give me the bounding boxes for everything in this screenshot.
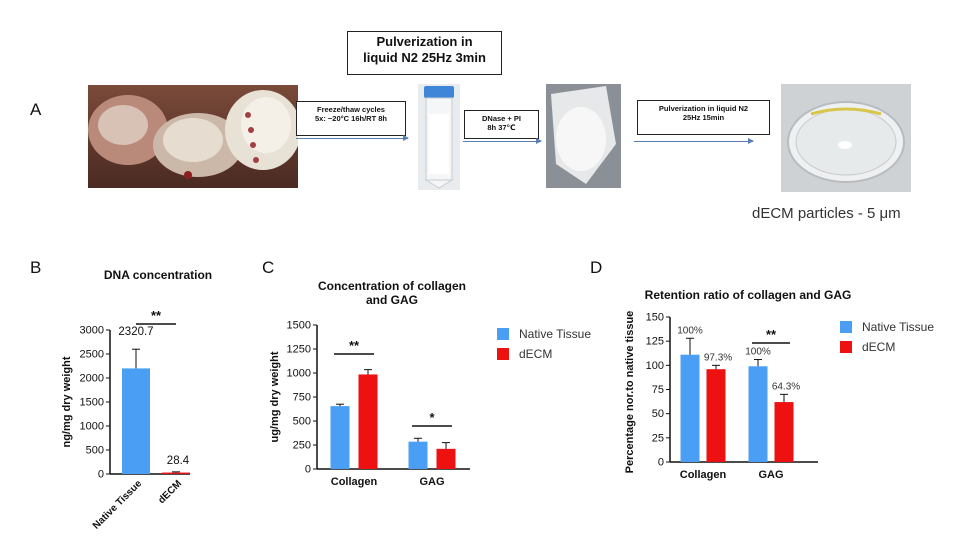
pulverization-step-box: Pulverization in liquid N2 25Hz 15min xyxy=(637,100,770,135)
chart-b-ylabel: ng/mg dry weight xyxy=(61,356,73,447)
chart-b-value-label: 28.4 xyxy=(167,455,190,467)
pulverization-title-line-1: Pulverization in xyxy=(376,34,473,49)
chart-d-value-label: 97.3% xyxy=(704,352,732,363)
chart-d-value-label: 100% xyxy=(745,347,771,358)
chart-c-legend-swatch xyxy=(497,348,509,360)
chart-c-bar xyxy=(408,441,428,469)
chart-c-y-tick-label: 250 xyxy=(293,440,311,452)
chart-b-significance-label: ** xyxy=(151,308,162,323)
petri-dish-graphic xyxy=(781,84,911,192)
freeze-thaw-line-1: Freeze/thaw cycles xyxy=(317,105,385,114)
chart-d-significance-label: ** xyxy=(766,327,777,342)
chart-d-y-tick-label: 0 xyxy=(658,457,664,469)
chart-c-y-tick-label: 1000 xyxy=(287,368,311,380)
chart-d-y-tick-label: 100 xyxy=(646,360,664,372)
dnase-line-1: DNase + PI xyxy=(482,114,521,123)
panel-a-letter: A xyxy=(30,100,42,119)
chart-d-legend-swatch xyxy=(840,341,852,353)
chart-c-category-label: Collagen xyxy=(331,476,378,488)
chart-b-y-tick-label: 2500 xyxy=(80,349,104,361)
freeze-thaw-line-2: 5x: −20°C 16h/RT 8h xyxy=(315,114,387,124)
chart-d-y-tick-label: 50 xyxy=(652,408,664,420)
chart-c-title-line-1: Concentration of collagen xyxy=(318,279,466,293)
tube-photo-graphic xyxy=(418,84,460,190)
chart-b-title: DNA concentration xyxy=(104,268,212,282)
chart-b-value-label: 2320.7 xyxy=(118,326,153,338)
chart-c-bar xyxy=(330,406,350,469)
chart-c-significance-label: * xyxy=(429,410,435,425)
chart-d-bar xyxy=(680,354,700,462)
chart-b-y-tick-label: 1000 xyxy=(80,421,104,433)
chart-c-legend-label: dECM xyxy=(519,347,552,361)
chart-c-legend-swatch xyxy=(497,328,509,340)
chart-d-y-tick-label: 125 xyxy=(646,336,664,348)
chart-d-title: Retention ratio of collagen and GAG xyxy=(645,288,852,302)
chart-d-bar xyxy=(774,402,794,462)
chart-c-y-tick-label: 500 xyxy=(293,416,311,428)
chart-b-y-tick-label: 500 xyxy=(86,445,104,457)
bag-photo-graphic xyxy=(546,84,621,188)
chart-d-value-label: 100% xyxy=(677,325,703,336)
chart-b-bar xyxy=(162,472,190,474)
tissue-photo-graphic xyxy=(88,85,298,188)
chart-b-bar xyxy=(122,368,150,474)
panel-c-letter: C xyxy=(262,258,275,277)
chart-c-bar xyxy=(436,448,456,469)
freeze-thaw-box: Freeze/thaw cycles 5x: −20°C 16h/RT 8h xyxy=(296,101,406,136)
chart-c-bar xyxy=(358,374,378,469)
decm-particles-caption: dECM particles - 5 μm xyxy=(752,205,901,222)
dnase-line-2: 8h 37℃ xyxy=(487,123,516,133)
chart-d-y-tick-label: 150 xyxy=(646,312,664,324)
dnase-box: DNase + PI 8h 37℃ xyxy=(464,110,539,139)
chart-b-y-tick-label: 2000 xyxy=(80,373,104,385)
pulverization-title-box: Pulverization in liquid N2 25Hz 3min xyxy=(347,31,502,75)
chart-d-category-label: GAG xyxy=(758,469,783,481)
chart-d-bar xyxy=(748,366,768,462)
chart-d-bar xyxy=(706,369,726,462)
chart-c-category-label: GAG xyxy=(419,476,444,488)
chart-d-y-tick-label: 25 xyxy=(652,432,664,444)
tissue-photo xyxy=(88,85,298,188)
arrow-2 xyxy=(463,138,542,144)
arrow-1 xyxy=(296,135,409,141)
chart-c-title-line-2: and GAG xyxy=(366,293,418,307)
chart-d-value-label: 64.3% xyxy=(772,381,800,392)
pulverization-step-line-1: Pulverization in liquid N2 xyxy=(658,104,749,113)
chart-b-y-tick-label: 3000 xyxy=(80,325,104,337)
panel-d-letter: D xyxy=(590,258,603,277)
chart-c-legend-label: Native Tissue xyxy=(519,327,591,341)
arrow-3 xyxy=(634,138,754,144)
chart-c-y-tick-label: 1250 xyxy=(287,344,311,356)
bag-photo xyxy=(546,84,621,188)
chart-d-y-tick-label: 75 xyxy=(652,384,664,396)
chart-c-significance-label: ** xyxy=(349,338,360,353)
chart-d-category-label: Collagen xyxy=(680,469,727,481)
chart-b-y-tick-label: 0 xyxy=(98,469,104,481)
petri-dish-photo xyxy=(781,84,911,192)
chart-c-ylabel: ug/mg dry weight xyxy=(269,351,281,442)
chart-b-y-tick-label: 1500 xyxy=(80,397,104,409)
panel-b-letter: B xyxy=(30,258,42,277)
chart-d-legend-swatch xyxy=(840,321,852,333)
chart-d-legend-label: dECM xyxy=(862,340,895,354)
chart-d-legend-label: Native Tissue xyxy=(862,320,934,334)
chart-c-y-tick-label: 750 xyxy=(293,392,311,404)
pulverization-title-line-2: liquid N2 25Hz 3min xyxy=(363,50,486,66)
chart-c-y-tick-label: 0 xyxy=(305,464,311,476)
pulverization-step-line-2: 25Hz 15min xyxy=(682,113,725,123)
chart-d-ylabel: Percentage nor.to native tissue xyxy=(624,311,636,474)
tube-photo xyxy=(418,84,460,190)
chart-c-y-tick-label: 1500 xyxy=(287,320,311,332)
